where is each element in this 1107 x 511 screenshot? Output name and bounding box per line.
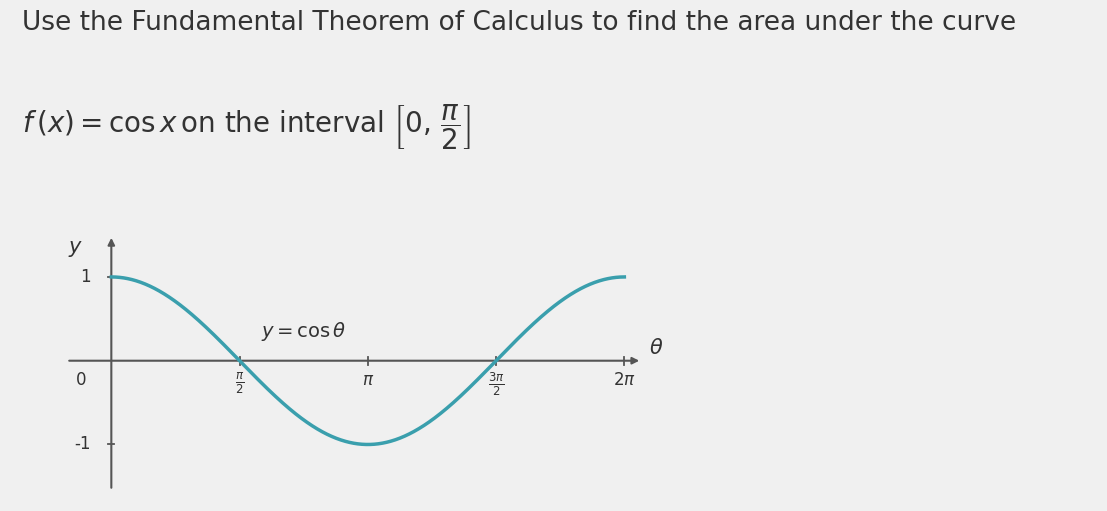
Text: $\pi$: $\pi$ bbox=[362, 371, 374, 389]
Text: $\frac{3\pi}{2}$: $\frac{3\pi}{2}$ bbox=[488, 371, 505, 398]
Text: 1: 1 bbox=[81, 268, 91, 286]
Text: $y = \cos\theta$: $y = \cos\theta$ bbox=[261, 320, 346, 343]
Text: $y$: $y$ bbox=[68, 239, 83, 259]
Text: -1: -1 bbox=[74, 435, 91, 453]
Text: Use the Fundamental Theorem of Calculus to find the area under the curve: Use the Fundamental Theorem of Calculus … bbox=[22, 10, 1016, 36]
Text: 0: 0 bbox=[76, 371, 86, 389]
Text: $\frac{\pi}{2}$: $\frac{\pi}{2}$ bbox=[235, 371, 245, 396]
Text: $2\pi$: $2\pi$ bbox=[613, 371, 635, 389]
Text: $f\,(x) = \mathrm{cos}\,x$$\,\mathrm{on\ the\ interval\ }\left[0,\,\dfrac{\pi}{2: $f\,(x) = \mathrm{cos}\,x$$\,\mathrm{on\… bbox=[22, 102, 470, 152]
Text: $\theta$: $\theta$ bbox=[649, 338, 663, 358]
